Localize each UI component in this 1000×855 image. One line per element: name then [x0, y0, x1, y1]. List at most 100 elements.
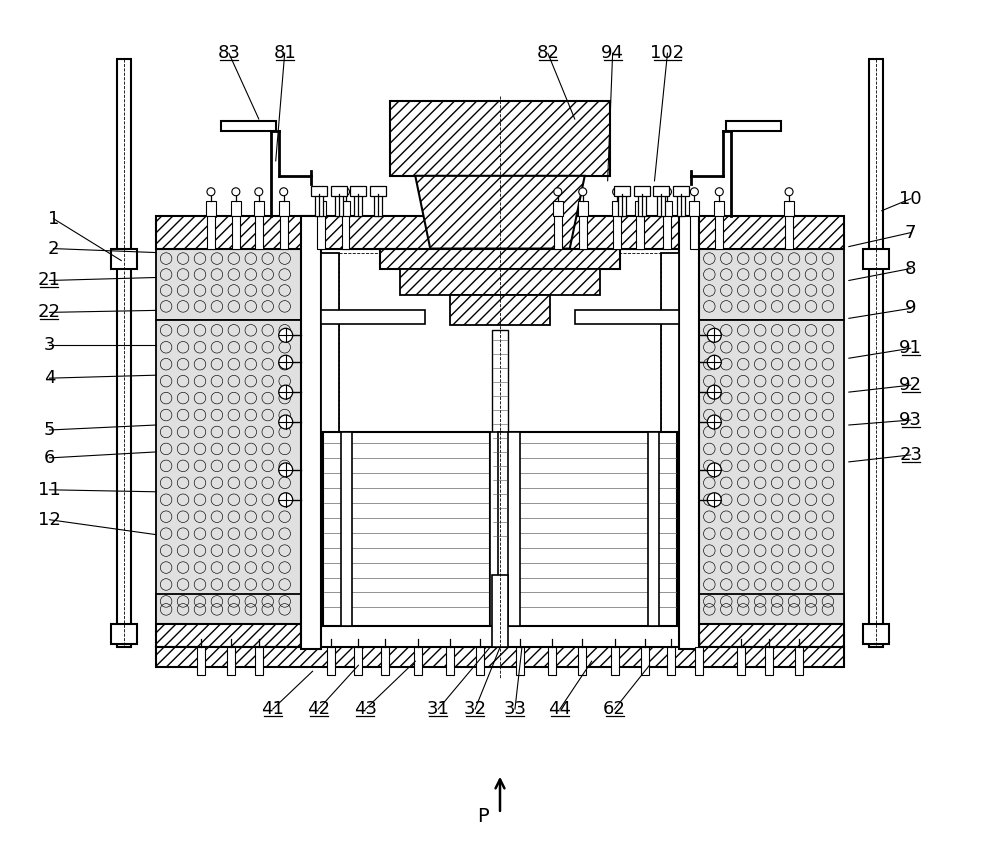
Bar: [498, 432, 510, 627]
Circle shape: [279, 328, 293, 342]
Bar: [641, 647, 649, 675]
Bar: [317, 215, 325, 249]
Text: 6: 6: [44, 449, 55, 467]
Text: 1: 1: [48, 209, 59, 227]
Text: 43: 43: [354, 700, 377, 718]
Bar: [635, 201, 645, 215]
Polygon shape: [156, 647, 844, 667]
Bar: [197, 647, 205, 675]
Bar: [695, 647, 703, 675]
Circle shape: [707, 492, 721, 507]
Text: 33: 33: [503, 700, 526, 718]
Bar: [206, 201, 216, 215]
Polygon shape: [380, 249, 620, 268]
Bar: [111, 624, 137, 645]
Bar: [374, 194, 382, 215]
Bar: [350, 186, 366, 196]
Text: 4: 4: [44, 369, 55, 387]
Text: P: P: [477, 807, 489, 826]
Polygon shape: [415, 176, 585, 249]
Bar: [341, 201, 350, 215]
Circle shape: [280, 188, 288, 196]
Bar: [490, 432, 502, 627]
Bar: [579, 215, 587, 249]
Polygon shape: [156, 215, 450, 249]
Bar: [323, 432, 490, 627]
Circle shape: [342, 188, 349, 196]
Bar: [648, 432, 659, 627]
Bar: [516, 647, 524, 675]
Bar: [315, 194, 323, 215]
Bar: [726, 121, 781, 131]
Text: 8: 8: [905, 260, 916, 278]
Text: 11: 11: [38, 481, 61, 498]
Circle shape: [279, 463, 293, 477]
Bar: [869, 59, 883, 647]
Text: 32: 32: [464, 700, 487, 718]
Bar: [667, 647, 675, 675]
Circle shape: [279, 415, 293, 429]
Bar: [280, 215, 288, 249]
Circle shape: [785, 188, 793, 196]
Bar: [342, 215, 349, 249]
Bar: [381, 647, 389, 675]
Text: 12: 12: [38, 510, 61, 528]
Circle shape: [707, 385, 721, 399]
Circle shape: [707, 415, 721, 429]
Polygon shape: [156, 624, 301, 647]
Bar: [335, 194, 343, 215]
Bar: [785, 215, 793, 249]
Circle shape: [255, 188, 263, 196]
Bar: [492, 330, 508, 569]
Bar: [446, 647, 454, 675]
Bar: [117, 59, 131, 647]
Circle shape: [636, 188, 644, 196]
Bar: [699, 249, 844, 321]
Circle shape: [707, 355, 721, 369]
Bar: [611, 647, 619, 675]
Bar: [578, 647, 586, 675]
Bar: [765, 647, 773, 675]
Circle shape: [317, 188, 325, 196]
Text: 82: 82: [536, 44, 559, 62]
Bar: [638, 194, 646, 215]
Text: 94: 94: [601, 44, 624, 62]
Text: 81: 81: [273, 44, 296, 62]
Bar: [321, 310, 425, 324]
Bar: [370, 186, 386, 196]
Bar: [255, 647, 263, 675]
Bar: [301, 215, 321, 649]
Text: 102: 102: [650, 44, 685, 62]
Text: 7: 7: [905, 224, 916, 242]
Bar: [554, 215, 562, 249]
Bar: [156, 249, 301, 321]
Bar: [354, 647, 362, 675]
Circle shape: [279, 385, 293, 399]
Text: 93: 93: [899, 411, 922, 429]
Bar: [863, 624, 889, 645]
Bar: [663, 215, 671, 249]
Text: 23: 23: [899, 446, 922, 464]
Bar: [553, 201, 563, 215]
Circle shape: [690, 188, 698, 196]
Bar: [227, 647, 235, 675]
Bar: [699, 594, 844, 627]
Bar: [690, 215, 698, 249]
Bar: [341, 432, 352, 627]
Circle shape: [279, 492, 293, 507]
Bar: [662, 201, 672, 215]
Bar: [476, 647, 484, 675]
Bar: [653, 186, 669, 196]
Bar: [737, 647, 745, 675]
Text: 92: 92: [899, 376, 922, 394]
Polygon shape: [400, 534, 600, 555]
Polygon shape: [450, 296, 550, 326]
Polygon shape: [699, 624, 844, 647]
Bar: [111, 249, 137, 268]
Bar: [156, 321, 301, 629]
Bar: [636, 215, 644, 249]
Bar: [548, 647, 556, 675]
Bar: [255, 215, 263, 249]
Text: 83: 83: [217, 44, 240, 62]
Bar: [231, 201, 241, 215]
